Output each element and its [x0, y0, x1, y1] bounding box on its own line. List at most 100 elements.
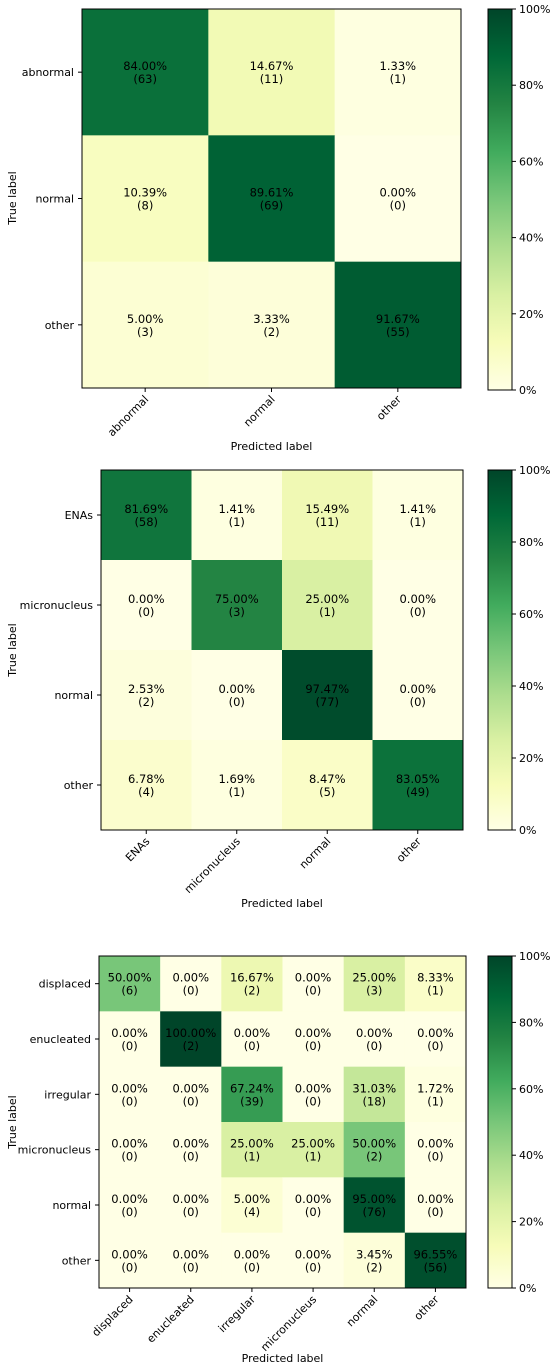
cell-percent-label: 1.41%: [399, 502, 436, 516]
cell-percent-label: 50.00%: [352, 1137, 396, 1151]
matrix-cell: [343, 1066, 406, 1123]
cell-count-label: (2): [244, 984, 260, 998]
colorbar-tick-label: 60%: [519, 155, 543, 168]
cell-percent-label: 95.00%: [352, 1192, 396, 1206]
cell-percent-label: 0.00%: [172, 971, 209, 985]
cell-percent-label: 91.67%: [376, 312, 420, 326]
matrix-cell: [343, 1177, 406, 1234]
matrix-cell: [221, 1232, 283, 1289]
matrix-cell: [82, 135, 209, 263]
matrix-cell: [101, 560, 192, 651]
cell-percent-label: 10.39%: [123, 186, 167, 200]
matrix-cell: [99, 1122, 161, 1178]
cell-percent-label: 5.00%: [127, 312, 164, 326]
matrix-cell: [404, 1066, 467, 1123]
colorbar-tick-label: 20%: [519, 308, 543, 321]
colorbar-tick-label: 0%: [519, 384, 536, 397]
cell-percent-label: 2.53%: [128, 682, 165, 696]
cell-percent-label: 96.55%: [413, 1247, 457, 1261]
cell-count-label: (1): [305, 1150, 321, 1164]
matrix-cell: [282, 1232, 345, 1289]
matrix-cell: [372, 560, 464, 651]
cell-count-label: (3): [137, 325, 153, 339]
cell-percent-label: 0.00%: [417, 1026, 454, 1040]
cell-count-label: (1): [390, 72, 406, 86]
cell-count-label: (39): [240, 1094, 264, 1108]
confusion-matrix-3: 50.00%(6)0.00%(0)16.67%(2)0.00%(0)25.00%…: [6, 950, 550, 1365]
cell-percent-label: 25.00%: [230, 1137, 274, 1151]
matrix-cell: [334, 135, 462, 263]
cell-count-label: (0): [183, 1094, 199, 1108]
colorbar-tick-label: 40%: [519, 232, 543, 245]
cell-count-label: (1): [427, 1094, 443, 1108]
matrix-cell: [221, 1066, 283, 1123]
cell-count-label: (0): [121, 1094, 137, 1108]
y-tick-label: displaced: [39, 978, 91, 991]
x-axis-label: Predicted label: [231, 440, 313, 453]
cell-count-label: (76): [362, 1205, 386, 1219]
matrix-cell: [99, 956, 161, 1012]
x-axis-label: Predicted label: [242, 1352, 324, 1365]
cell-count-label: (2): [366, 1150, 382, 1164]
matrix-cell: [191, 740, 283, 831]
matrix-cell: [282, 650, 373, 741]
cell-percent-label: 100.00%: [165, 1026, 216, 1040]
matrix-cell: [208, 9, 336, 136]
matrix-cell: [191, 650, 283, 741]
cell-percent-label: 0.00%: [295, 1026, 332, 1040]
confusion-matrix-2: 81.69%(58)1.41%(1)15.49%(11)1.41%(1)0.00…: [6, 464, 550, 910]
cell-count-label: (1): [410, 515, 426, 529]
colorbar-tick-label: 20%: [519, 752, 543, 765]
y-axis-label: True label: [6, 171, 19, 225]
cell-percent-label: 0.00%: [111, 1081, 148, 1095]
cell-count-label: (11): [260, 72, 284, 86]
cell-count-label: (0): [121, 1205, 137, 1219]
cell-percent-label: 0.00%: [111, 1026, 148, 1040]
colorbar-tick-label: 40%: [519, 1149, 543, 1162]
matrix-cell: [191, 470, 283, 561]
matrix-cell: [99, 1011, 161, 1068]
cell-percent-label: 1.69%: [218, 772, 255, 786]
colorbar-tick-label: 0%: [519, 1282, 536, 1295]
x-tick-label: other: [412, 1293, 442, 1323]
matrix-cell: [191, 560, 283, 651]
cell-count-label: (2): [138, 695, 154, 709]
cell-count-label: (1): [244, 1150, 260, 1164]
cell-percent-label: 31.03%: [352, 1081, 396, 1095]
cell-percent-label: 25.00%: [291, 1137, 335, 1151]
cell-percent-label: 0.00%: [295, 971, 332, 985]
cell-percent-label: 14.67%: [250, 59, 294, 73]
cell-percent-label: 50.00%: [108, 971, 152, 985]
matrix-cell: [404, 1011, 467, 1068]
y-tick-label: other: [45, 319, 75, 332]
matrix-cell: [404, 956, 467, 1012]
matrix-cell: [282, 1177, 345, 1234]
cell-count-label: (0): [410, 695, 426, 709]
cell-count-label: (0): [183, 1150, 199, 1164]
cell-count-label: (0): [138, 605, 154, 619]
matrix-cell: [282, 956, 345, 1012]
cell-count-label: (18): [362, 1094, 386, 1108]
x-tick-label: micronucleus: [182, 835, 243, 896]
y-tick-label: enucleated: [30, 1033, 91, 1046]
cell-count-label: (0): [305, 984, 321, 998]
matrix-cell: [372, 740, 464, 831]
cell-percent-label: 0.00%: [295, 1247, 332, 1261]
matrix-cell: [343, 956, 406, 1012]
cell-percent-label: 0.00%: [234, 1026, 271, 1040]
cell-percent-label: 0.00%: [111, 1192, 148, 1206]
x-tick-label: normal: [241, 393, 277, 429]
cell-count-label: (0): [183, 1205, 199, 1219]
cell-count-label: (58): [134, 515, 158, 529]
y-tick-label: normal: [52, 1199, 91, 1212]
y-tick-label: other: [64, 779, 94, 792]
cell-count-label: (0): [305, 1205, 321, 1219]
cell-count-label: (1): [229, 515, 245, 529]
cell-percent-label: 89.61%: [250, 186, 294, 200]
cell-percent-label: 97.47%: [305, 682, 349, 696]
cell-percent-label: 0.00%: [295, 1192, 332, 1206]
cell-count-label: (0): [305, 1039, 321, 1053]
x-tick-label: normal: [344, 1293, 380, 1329]
cell-count-label: (0): [121, 1260, 137, 1274]
cell-percent-label: 0.00%: [172, 1247, 209, 1261]
